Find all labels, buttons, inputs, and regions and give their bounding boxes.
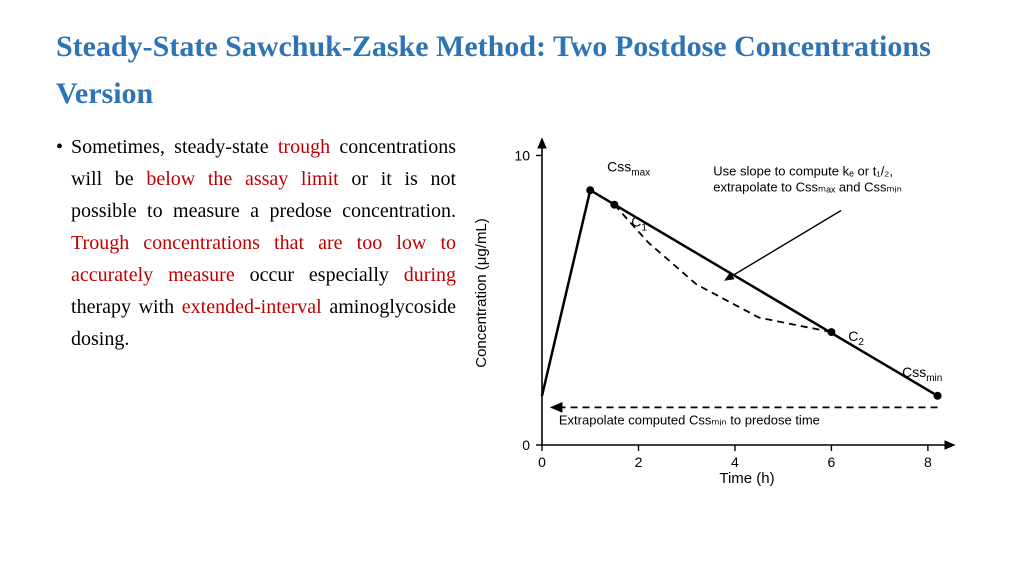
svg-text:0: 0: [538, 454, 546, 470]
svg-text:8: 8: [924, 454, 932, 470]
bullet-item: • Sometimes, steady-state trough concent…: [56, 131, 456, 355]
svg-text:extrapolate to Cssₘₐₓ and Cssₘ: extrapolate to Cssₘₐₓ and Cssₘᵢₙ: [713, 180, 902, 195]
chart-column: 0 2 4 6 8 0 10 Time (h) Concentration (μg/mL) Css…: [464, 131, 976, 491]
concentration-chart: 0 2 4 6 8 0 10 Time (h) Concentration (μg/mL) Css…: [464, 131, 964, 491]
bullet-text: Sometimes, steady-state trough concentra…: [71, 131, 456, 355]
slide-title: Steady-State Sawchuk-Zaske Method: Two P…: [56, 24, 976, 117]
svg-text:10: 10: [514, 147, 530, 163]
bullet-column: • Sometimes, steady-state trough concent…: [56, 131, 456, 491]
svg-text:C1: C1: [631, 213, 647, 233]
svg-text:Extrapolate computed Cssₘᵢₙ to: Extrapolate computed Cssₘᵢₙ to predose t…: [559, 413, 820, 428]
svg-text:Cssmin: Cssmin: [902, 364, 942, 384]
svg-text:Use slope to compute kₑ or t₁/: Use slope to compute kₑ or t₁/₂,: [713, 164, 893, 179]
svg-text:Concentration (μg/mL): Concentration (μg/mL): [473, 218, 490, 368]
svg-text:4: 4: [731, 454, 739, 470]
svg-text:6: 6: [828, 454, 836, 470]
svg-text:0: 0: [522, 437, 530, 453]
svg-text:Cssmax: Cssmax: [607, 158, 650, 178]
content-area: • Sometimes, steady-state trough concent…: [56, 131, 976, 491]
bullet-marker: •: [56, 131, 63, 355]
svg-text:Time (h): Time (h): [719, 470, 774, 487]
svg-text:2: 2: [635, 454, 643, 470]
